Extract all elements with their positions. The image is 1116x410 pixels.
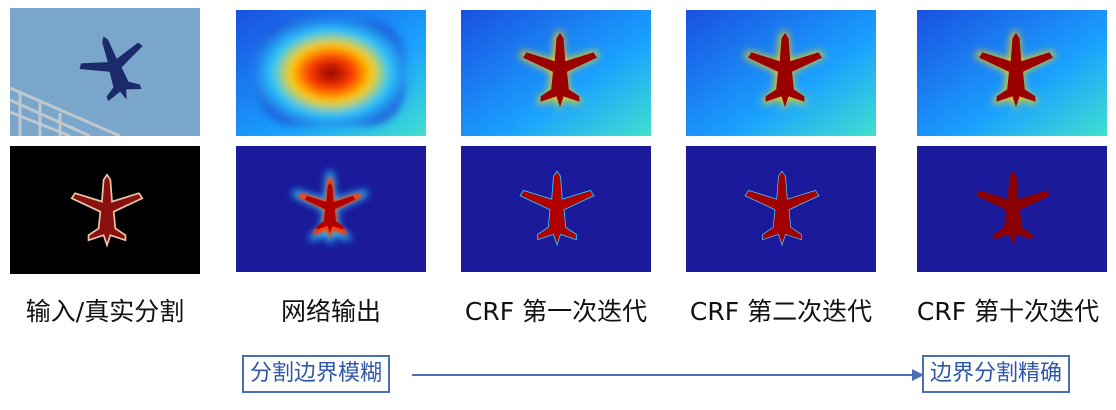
crf-2-heatmap bbox=[686, 10, 876, 136]
caption-net-output: 网络输出 bbox=[280, 297, 381, 326]
caption-crf-2: CRF 第二次迭代 bbox=[689, 297, 873, 326]
ground-truth-mask bbox=[10, 146, 200, 274]
crf-10-heatmap bbox=[917, 10, 1107, 136]
crf-1-map bbox=[461, 146, 651, 272]
caption-crf-1: CRF 第一次迭代 bbox=[464, 297, 648, 326]
net-output-map bbox=[236, 146, 426, 272]
net-output-heatmap bbox=[236, 10, 426, 136]
crf-1-heatmap bbox=[461, 10, 651, 136]
caption-crf-10: CRF 第十次迭代 bbox=[916, 297, 1100, 326]
label-blurry-boundary: 分割边界模糊 bbox=[242, 355, 391, 393]
input-image bbox=[10, 8, 200, 136]
caption-input-gt: 输入/真实分割 bbox=[25, 297, 185, 326]
label-precise-boundary: 边界分割精确 bbox=[922, 355, 1071, 393]
arrow-right-icon bbox=[412, 369, 924, 381]
crf-2-map bbox=[686, 146, 876, 272]
crf-10-map bbox=[917, 146, 1107, 272]
